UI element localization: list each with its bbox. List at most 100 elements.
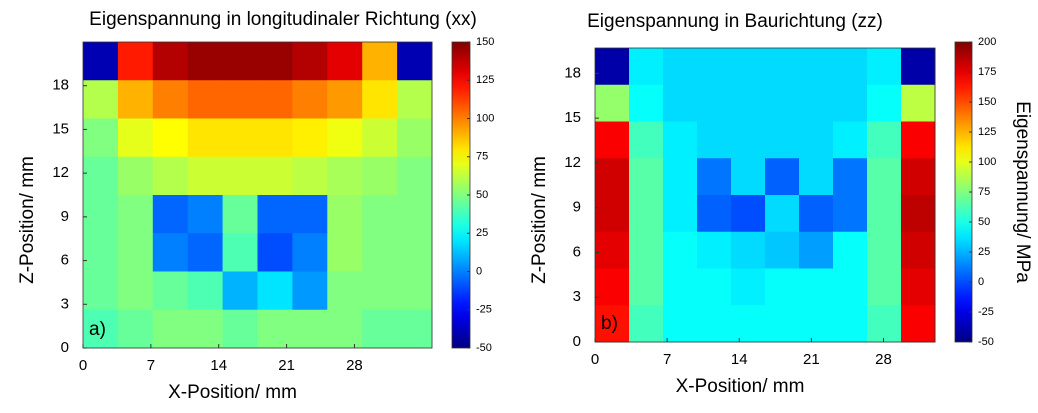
heat-cell <box>152 42 189 81</box>
heat-cell <box>663 121 698 159</box>
x-tick-label: 28 <box>875 351 892 368</box>
heat-cell <box>362 118 398 158</box>
heat-cell <box>292 195 328 234</box>
heat-cell <box>397 118 433 158</box>
heat-cell <box>292 156 328 196</box>
heat-cell <box>83 118 119 158</box>
heat-cell <box>799 268 834 306</box>
heat-cell <box>867 84 902 122</box>
y-tick-label: 0 <box>61 339 69 356</box>
heat-cell <box>867 158 902 196</box>
heat-cell <box>697 268 732 306</box>
y-tick-label: 12 <box>52 164 69 181</box>
y-tick-label: 15 <box>564 109 581 126</box>
heat-cell <box>83 80 119 119</box>
colorbar-tick-label: 200 <box>978 36 996 48</box>
heat-cell <box>117 42 154 81</box>
heat-cell <box>731 84 766 122</box>
heat-cell <box>765 195 800 233</box>
y-tick-label: 0 <box>573 333 581 350</box>
heat-cell <box>83 233 119 272</box>
heat-cell <box>867 48 902 86</box>
heat-cell <box>663 158 698 196</box>
heat-cell <box>362 156 398 196</box>
y-axis-label: Z-Position/ mm <box>529 156 550 284</box>
heat-cell <box>629 231 664 269</box>
plot-frame <box>82 41 433 349</box>
heat-cell <box>901 231 936 269</box>
heat-cell <box>799 84 834 122</box>
x-tick-label: 21 <box>803 351 820 368</box>
colorbar-label: Eigenspannung/ MPa <box>1012 101 1033 283</box>
heat-cell <box>292 80 328 119</box>
x-tick-label: 7 <box>663 351 671 368</box>
heat-cell <box>833 121 868 159</box>
heat-cell <box>83 156 119 196</box>
colorbar-tick-label: 50 <box>978 216 990 228</box>
heat-cell <box>117 233 154 272</box>
heat-cell <box>257 195 293 234</box>
chart-title: Eigenspannung in longitudinaler Richtung… <box>89 9 477 30</box>
heat-cell <box>187 80 224 119</box>
heat-cell <box>187 118 224 158</box>
colorbar-tick-label: 125 <box>978 126 996 138</box>
heat-cell <box>222 156 258 196</box>
heat-cell <box>187 233 224 272</box>
x-tick-label: 0 <box>79 357 87 374</box>
heat-cell <box>222 80 258 119</box>
y-tick-label: 9 <box>573 199 581 216</box>
y-tick-label: 6 <box>573 243 581 260</box>
y-tick-label: 3 <box>61 295 69 312</box>
heat-cell <box>833 195 868 233</box>
colorbar-tick-label: -50 <box>978 336 994 348</box>
y-tick-label: 18 <box>52 77 69 94</box>
panel-annotation: b) <box>601 313 618 334</box>
heat-cell <box>222 233 258 272</box>
heat-cell <box>292 309 328 349</box>
heat-cell <box>833 268 868 306</box>
heat-cell <box>595 231 630 269</box>
heat-cell <box>697 305 732 343</box>
colorbar-tick-label: 75 <box>476 151 488 163</box>
colorbar-tick-label: 100 <box>476 112 494 124</box>
heat-cell <box>397 271 433 311</box>
heat-cell <box>595 158 630 196</box>
heat-cell <box>83 271 119 311</box>
heat-cell <box>327 195 363 234</box>
heat-cell <box>187 195 224 234</box>
heat-cell <box>187 271 224 311</box>
heat-cell <box>222 42 258 81</box>
y-tick-label: 18 <box>564 64 581 81</box>
heat-cell <box>697 121 732 159</box>
heat-cell <box>765 84 800 122</box>
colorbar-tick-label: 75 <box>978 186 990 198</box>
x-tick-label: 7 <box>147 357 155 374</box>
heat-cell <box>697 231 732 269</box>
heat-cell <box>901 48 936 86</box>
heat-cell <box>629 121 664 159</box>
panel-annotation: a) <box>89 319 106 340</box>
heat-cell <box>901 121 936 159</box>
colorbar-tick-label: 25 <box>476 227 488 239</box>
heat-cell <box>901 158 936 196</box>
heat-cell <box>397 233 433 272</box>
y-tick-label: 12 <box>564 154 581 171</box>
heat-cell <box>731 268 766 306</box>
heat-cell <box>327 309 363 349</box>
heat-cell <box>327 80 363 119</box>
heat-cell <box>222 271 258 311</box>
heat-cell <box>595 268 630 306</box>
heat-cell <box>83 309 119 349</box>
heat-cell <box>327 271 363 311</box>
y-tick-label: 3 <box>573 288 581 305</box>
heat-cell <box>799 305 834 343</box>
x-tick-label: 28 <box>346 357 363 374</box>
heat-cell <box>663 48 698 86</box>
heat-cell <box>117 80 154 119</box>
heat-cell <box>257 42 293 81</box>
heat-cell <box>629 48 664 86</box>
heat-cell <box>731 158 766 196</box>
heat-cell <box>292 271 328 311</box>
heat-cell <box>901 195 936 233</box>
